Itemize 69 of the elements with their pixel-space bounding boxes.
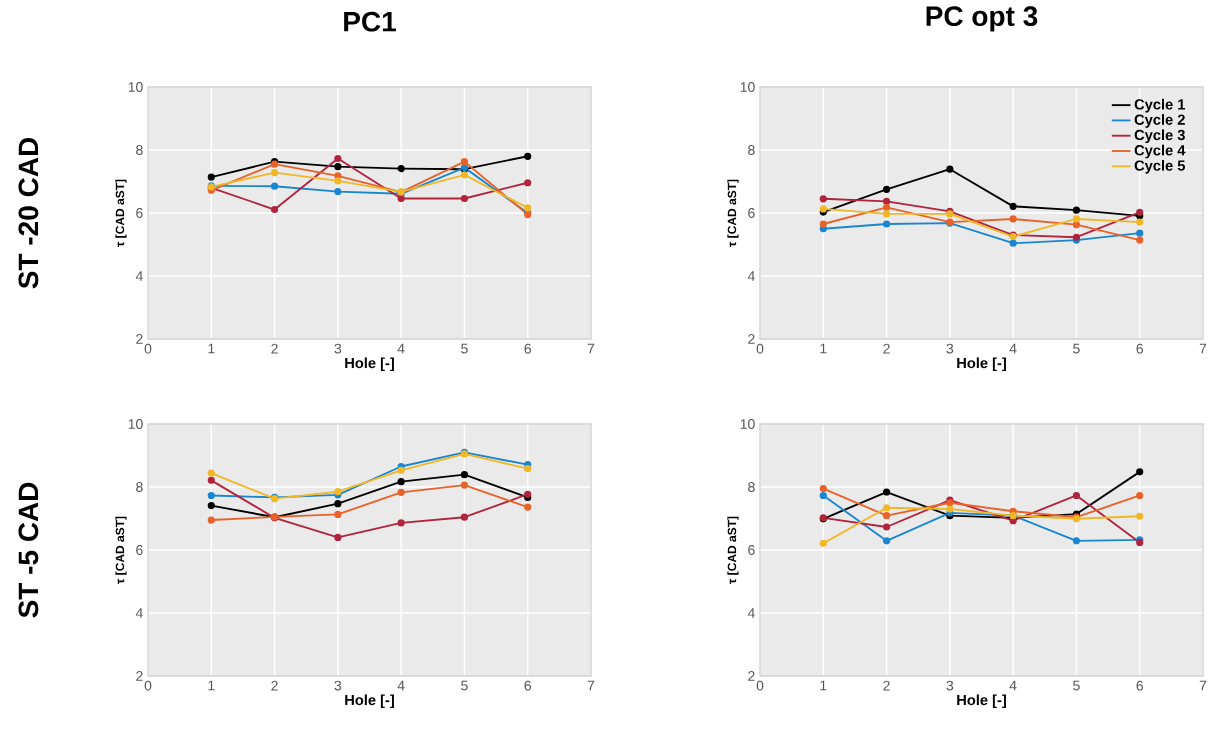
x-tick-label: 0 (756, 343, 764, 354)
legend-label: Cycle 1 (1134, 98, 1186, 113)
x-tick-label: 5 (1073, 343, 1080, 354)
y-tick-label: 8 (748, 145, 755, 155)
x-tick-label: 2 (271, 680, 278, 691)
x-tick-label: 1 (820, 680, 827, 691)
x-tick-label: 0 (756, 680, 764, 691)
x-tick-label: 3 (946, 343, 954, 354)
y-tick-label: 6 (748, 208, 755, 218)
text: ST -5 CAD (18, 482, 39, 618)
legend-label: Cycle 3 (1134, 129, 1185, 144)
y-tick-label: 6 (136, 208, 143, 218)
x-tick-label: 6 (1136, 343, 1143, 354)
x-tick-label: 3 (946, 680, 954, 691)
y-tick-label: 4 (747, 271, 755, 281)
y-tick-label: 10 (128, 82, 143, 92)
chart-title: PC opt 3 (926, 6, 1038, 32)
x-tick-label: 1 (208, 343, 215, 354)
y-axis-title: τ [CAD aST] (727, 516, 739, 584)
y-tick-label: 10 (128, 419, 143, 429)
legend-label: Cycle 2 (1134, 114, 1185, 128)
y-tick-label: 2 (136, 334, 143, 344)
x-tick-label: 4 (397, 343, 405, 354)
y-tick-label: 4 (135, 271, 143, 281)
x-tick-label: 7 (587, 343, 595, 354)
y-tick-label: 4 (747, 608, 755, 618)
x-axis-title: Hole [-] (345, 694, 394, 709)
x-axis-title: Hole [-] (957, 694, 1006, 709)
x-tick-label: 2 (883, 680, 890, 691)
x-tick-label: 6 (1136, 680, 1143, 691)
x-axis-title: Hole [-] (345, 357, 394, 372)
y-tick-label: 10 (740, 82, 755, 92)
x-tick-label: 2 (271, 343, 278, 354)
legend-label: Cycle 5 (1134, 159, 1186, 174)
legend-label: Cycle 4 (1134, 144, 1186, 159)
x-tick-label: 1 (820, 343, 827, 354)
y-tick-label: 6 (136, 545, 143, 555)
x-tick-label: 0 (144, 343, 152, 354)
x-tick-label: 6 (524, 343, 531, 354)
text: ST -20 CAD (18, 137, 39, 289)
y-axis-title: τ [CAD aST] (727, 179, 739, 247)
x-tick-label: 7 (1199, 343, 1207, 354)
x-tick-label: 1 (208, 680, 215, 691)
x-tick-label: 7 (1199, 680, 1207, 691)
y-axis-title: τ [CAD aST] (115, 179, 127, 247)
x-tick-label: 5 (461, 680, 468, 691)
x-tick-label: 2 (883, 343, 890, 354)
x-tick-label: 5 (461, 343, 468, 354)
y-tick-label: 10 (740, 419, 755, 429)
y-tick-label: 2 (136, 671, 143, 681)
y-tick-label: 2 (748, 334, 755, 344)
x-tick-label: 5 (1073, 680, 1080, 691)
x-tick-label: 3 (334, 680, 342, 691)
x-tick-label: 3 (334, 343, 342, 354)
x-tick-label: 4 (1009, 343, 1017, 354)
x-tick-label: 7 (587, 680, 595, 691)
y-tick-label: 8 (748, 482, 755, 492)
x-tick-label: 6 (524, 680, 531, 691)
y-tick-label: 6 (748, 545, 755, 555)
x-axis-title: Hole [-] (957, 357, 1006, 372)
y-tick-label: 8 (136, 145, 143, 155)
y-axis-title: τ [CAD aST] (115, 516, 127, 584)
y-tick-label: 4 (135, 608, 143, 618)
x-tick-label: 4 (1009, 680, 1017, 691)
y-tick-label: 8 (136, 482, 143, 492)
x-tick-label: 0 (144, 680, 152, 691)
y-tick-label: 2 (748, 671, 755, 681)
chart-title: PC1 (344, 11, 396, 32)
x-tick-label: 4 (397, 680, 405, 691)
